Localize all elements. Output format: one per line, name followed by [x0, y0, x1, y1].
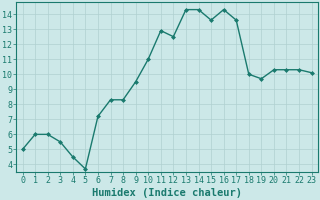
X-axis label: Humidex (Indice chaleur): Humidex (Indice chaleur) [92, 188, 242, 198]
